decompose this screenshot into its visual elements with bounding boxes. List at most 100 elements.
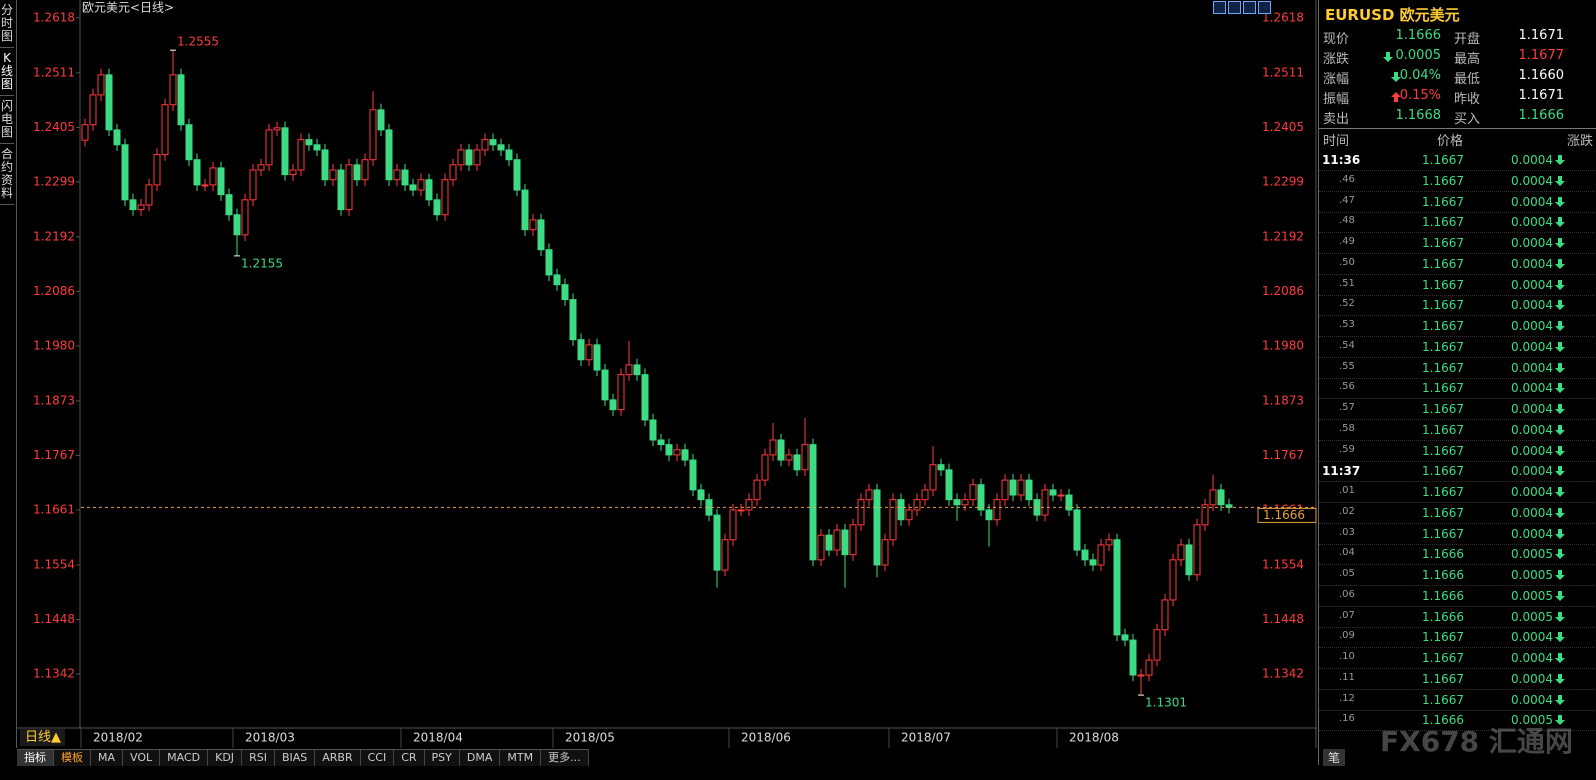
- tick-row: .56 1.1667 0.0004: [1319, 378, 1596, 400]
- toolbar-item[interactable]: PSY: [425, 750, 460, 766]
- tick-row: .01 1.1667 0.0004: [1319, 482, 1596, 503]
- arrow-shape: [1555, 632, 1565, 643]
- tick-time: .05: [1339, 568, 1355, 579]
- candle-body: [329, 169, 337, 181]
- tick-price: 1.1667: [1422, 692, 1464, 707]
- candle-body: [249, 169, 257, 201]
- toolbar-item[interactable]: MACD: [160, 750, 209, 766]
- tick-row: .55 1.1667 0.0004: [1319, 358, 1596, 379]
- toolbar-item[interactable]: VOL: [123, 750, 161, 766]
- tick-row: 11:37 1.1667 0.0004: [1319, 461, 1596, 483]
- candle-body: [433, 199, 441, 216]
- side-tab[interactable]: 分时图: [0, 0, 14, 48]
- tick-time: .48: [1339, 215, 1355, 227]
- toolbar-item[interactable]: CR: [394, 750, 425, 766]
- candle-body: [1145, 659, 1153, 676]
- candle-body: [113, 129, 121, 146]
- footer-tab[interactable]: 笔: [1323, 749, 1346, 766]
- side-tab[interactable]: K线图: [0, 48, 14, 96]
- toolbar-item[interactable]: MTM: [500, 750, 542, 766]
- quote-value: 0.0005: [1395, 48, 1442, 63]
- toolbar-item[interactable]: 指标: [17, 750, 54, 766]
- candle-body: [729, 509, 737, 541]
- candle-body: [713, 514, 721, 571]
- candle-body: [1177, 544, 1185, 561]
- candle-body: [401, 169, 409, 186]
- arrow-shape: [1555, 300, 1565, 311]
- arrow-icon: [1555, 694, 1565, 705]
- tick-change: 0.0004: [1511, 298, 1553, 313]
- candle-body: [601, 369, 609, 401]
- arrow-shape: [1555, 196, 1565, 207]
- tool-icon[interactable]: [1213, 1, 1226, 14]
- toolbar-item[interactable]: KDJ: [208, 750, 243, 766]
- y-tick-label: 1.2618: [33, 10, 75, 24]
- side-tab[interactable]: 合约资料: [0, 144, 14, 205]
- arrow-shape: [1555, 341, 1565, 352]
- toolbar-item[interactable]: DMA: [460, 750, 501, 766]
- candle-body: [841, 529, 849, 556]
- toolbar-item[interactable]: 更多...: [541, 750, 589, 766]
- arrow-shape: [1555, 694, 1565, 705]
- tool-icon[interactable]: [1228, 1, 1241, 14]
- quote-label: 振幅: [1323, 92, 1350, 107]
- tick-row: .47 1.1667 0.0004: [1319, 192, 1596, 213]
- candle-body: [89, 94, 97, 126]
- candle-body: [1089, 559, 1097, 566]
- tick-time: .57: [1339, 402, 1355, 413]
- tick-price: 1.1667: [1422, 443, 1464, 458]
- candle-body: [1201, 504, 1209, 526]
- toolbar-item[interactable]: CCI: [361, 750, 395, 766]
- quote-value: 0.04%: [1399, 68, 1441, 83]
- tick-price: 1.1667: [1422, 319, 1464, 333]
- toolbar-item[interactable]: BIAS: [275, 750, 316, 766]
- quote-panel: EURUSD 欧元美元 笔 现价 1.1666 开盘 1.1671 涨跌 0.0005 最高…: [1318, 0, 1596, 766]
- tool-icon[interactable]: [1258, 1, 1271, 14]
- arrow-shape: [1555, 528, 1565, 539]
- tick-time: .16: [1339, 713, 1355, 725]
- quote-value: 1.1660: [1518, 68, 1565, 83]
- toolbar-item[interactable]: ARBR: [315, 750, 361, 766]
- chart-tools[interactable]: [1213, 1, 1271, 14]
- x-tick-label: 2018/04: [413, 731, 463, 745]
- candle-body: [513, 159, 521, 191]
- candle-body: [721, 539, 729, 571]
- candle-body: [153, 154, 161, 186]
- arrow-shape: [1555, 238, 1565, 248]
- candle-body: [929, 464, 937, 491]
- arrow-shape: [1383, 52, 1393, 62]
- arrow-shape: [1555, 404, 1565, 414]
- period-button[interactable]: 日线▲: [20, 729, 65, 746]
- candle-body: [905, 509, 913, 521]
- side-tab[interactable]: 闪电图: [0, 96, 14, 144]
- toolbar-item[interactable]: 模板: [54, 750, 91, 766]
- tick-change: 0.0005: [1511, 588, 1553, 603]
- arrow-icon: [1555, 279, 1565, 290]
- toolbar-item[interactable]: MA: [91, 750, 124, 766]
- arrow-icon: [1555, 321, 1565, 331]
- arrow-icon: [1555, 590, 1565, 601]
- tick-change: 0.0005: [1511, 568, 1553, 582]
- panel-title: EURUSD 欧元美元: [1325, 6, 1460, 24]
- candle-body: [465, 149, 473, 166]
- toolbar-item[interactable]: RSI: [242, 750, 275, 766]
- table-header: 涨跌: [1566, 134, 1593, 149]
- quote-label: 开盘: [1454, 32, 1481, 47]
- tick-row: .03 1.1667 0.0004: [1319, 524, 1596, 545]
- tick-price: 1.1667: [1422, 505, 1464, 520]
- y-tick-label: 1.2405: [1262, 120, 1304, 134]
- arrow-shape: [1555, 362, 1565, 373]
- arrow-icon: [1391, 92, 1401, 102]
- candle-body: [745, 499, 753, 511]
- arrow-icon: [1555, 549, 1565, 560]
- candle-body: [1137, 674, 1145, 677]
- tick-time: .10: [1339, 651, 1355, 662]
- quote-value: 1.1666: [1518, 108, 1565, 123]
- arrow-shape: [1555, 445, 1565, 456]
- candle-body: [1193, 524, 1201, 576]
- tool-icon[interactable]: [1243, 1, 1256, 14]
- tick-change: 0.0004: [1511, 173, 1553, 188]
- arrow-icon: [1555, 528, 1565, 539]
- tick-row: .58 1.1667 0.0004: [1319, 420, 1596, 441]
- y-tick-label: 1.2086: [33, 284, 75, 298]
